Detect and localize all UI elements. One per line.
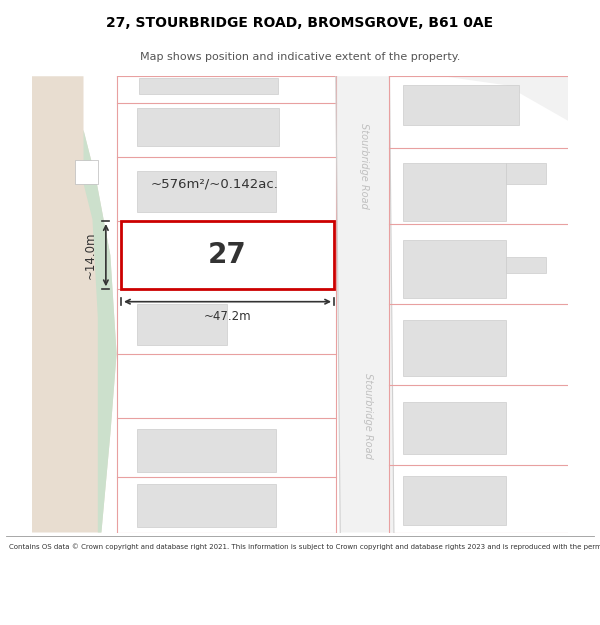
Polygon shape xyxy=(336,76,394,532)
Bar xyxy=(121,221,334,289)
Text: ~576m²/~0.142ac.: ~576m²/~0.142ac. xyxy=(151,177,279,190)
Text: Stourbridge Road: Stourbridge Road xyxy=(363,373,373,459)
Bar xyxy=(403,163,506,221)
Text: Contains OS data © Crown copyright and database right 2021. This information is : Contains OS data © Crown copyright and d… xyxy=(9,544,600,551)
Polygon shape xyxy=(32,76,116,532)
Text: Stourbridge Road: Stourbridge Road xyxy=(359,122,368,209)
Bar xyxy=(403,476,506,526)
Bar xyxy=(137,304,227,344)
Bar xyxy=(403,321,506,376)
Text: Map shows position and indicative extent of the property.: Map shows position and indicative extent… xyxy=(140,52,460,62)
Polygon shape xyxy=(389,76,568,121)
Bar xyxy=(137,484,276,527)
Text: ~47.2m: ~47.2m xyxy=(204,309,251,322)
Text: 27: 27 xyxy=(208,241,247,269)
Bar xyxy=(403,240,506,298)
Bar xyxy=(506,163,546,184)
Polygon shape xyxy=(83,130,116,532)
Bar xyxy=(137,109,278,146)
Bar xyxy=(403,402,506,454)
Bar xyxy=(139,78,278,94)
Text: 27, STOURBRIDGE ROAD, BROMSGROVE, B61 0AE: 27, STOURBRIDGE ROAD, BROMSGROVE, B61 0A… xyxy=(106,16,494,30)
Bar xyxy=(403,85,519,126)
Bar xyxy=(506,257,546,273)
Bar xyxy=(137,429,276,472)
Bar xyxy=(137,171,276,212)
Bar xyxy=(74,161,98,184)
Text: ~14.0m: ~14.0m xyxy=(83,231,96,279)
